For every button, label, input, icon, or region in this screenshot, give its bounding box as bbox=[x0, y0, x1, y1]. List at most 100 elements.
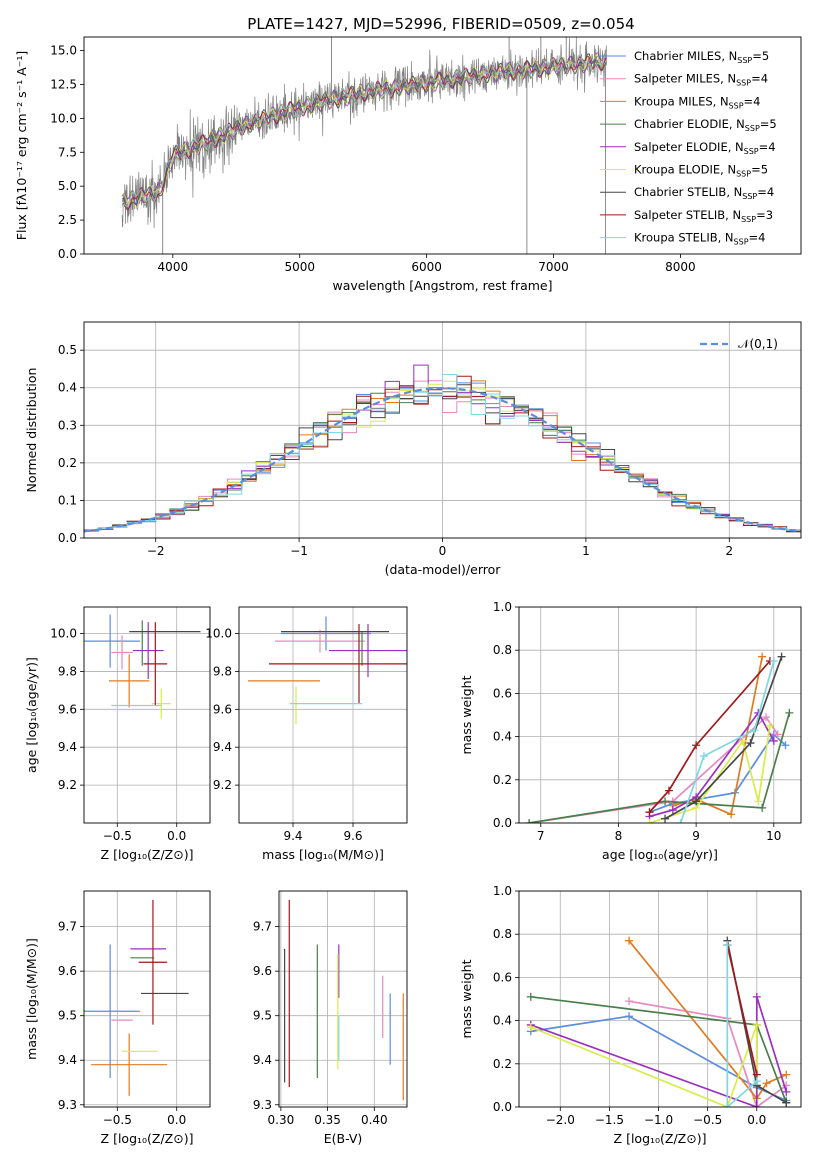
y-tick-label: 9.4 bbox=[253, 1053, 272, 1067]
y-tick-label: 0.0 bbox=[58, 531, 77, 545]
x-tick-label: 8 bbox=[615, 829, 623, 843]
panel-z_mass: −0.5 0.0 9.3 9.4 9.5 9.6 9.7 Z [log₁₀(Z/Z⊙)] mas… bbox=[24, 890, 211, 1146]
data-marker bbox=[752, 1103, 761, 1107]
data-marker bbox=[664, 786, 673, 795]
legend-subscript: SSP bbox=[734, 238, 749, 247]
y-tick-label: 0.2 bbox=[493, 1057, 512, 1071]
y-tick-label: 0.1 bbox=[58, 493, 77, 507]
series-chabrier_stelib bbox=[664, 656, 783, 820]
y-axis-label: Flux [fλ10⁻¹⁷ erg cm⁻² s⁻¹ A⁻¹] bbox=[14, 51, 29, 240]
x-tick-label: −1 bbox=[290, 544, 308, 558]
data-marker bbox=[625, 936, 634, 945]
axes-frame bbox=[238, 606, 408, 824]
panel-ebv_mass: 0.30 0.35 0.40 9.3 9.4 9.5 9.6 9.7 E(B-V) bbox=[253, 890, 408, 1146]
legend-subscript: SSP bbox=[737, 56, 752, 65]
data-marker bbox=[645, 819, 654, 823]
data-marker bbox=[785, 708, 794, 717]
y-tick-label: 9.6 bbox=[58, 964, 77, 978]
data-marker bbox=[782, 1070, 791, 1079]
data-marker bbox=[661, 814, 670, 823]
y-axis-label: age [log₁₀(age/yr)] bbox=[24, 657, 39, 773]
y-tick-label: 9.8 bbox=[58, 664, 77, 678]
legend-subscript: SSP bbox=[736, 170, 751, 179]
data-marker bbox=[765, 721, 774, 730]
y-axis-label: Normed distribution bbox=[24, 368, 39, 493]
data-marker bbox=[676, 819, 685, 823]
x-tick-label: 9.6 bbox=[343, 829, 362, 843]
data-marker bbox=[777, 652, 786, 661]
legend-subscript: SSP bbox=[741, 215, 756, 224]
y-tick-label: 1.0 bbox=[493, 884, 512, 898]
y-tick-label: 9.4 bbox=[213, 740, 232, 754]
x-tick-label: 0.0 bbox=[747, 1113, 766, 1127]
plot-area-residuals bbox=[84, 322, 801, 538]
data-marker bbox=[692, 797, 701, 806]
y-tick-label: 0.2 bbox=[493, 773, 512, 787]
y-tick-label: 10.0 bbox=[205, 627, 232, 641]
legend-count: =5 bbox=[752, 49, 769, 63]
y-tick-label: 0.4 bbox=[493, 730, 512, 744]
x-tick-label: 9 bbox=[692, 829, 700, 843]
panel-mass_age: 9.4 9.6 9.2 9.4 9.6 9.8 10.0 mass [log₁₀(M/M⊙)] bbox=[205, 606, 408, 862]
data-marker bbox=[750, 726, 759, 735]
data-marker bbox=[769, 657, 778, 665]
y-tick-label: 15.0 bbox=[50, 44, 77, 58]
legend: Chabrier MILES, NSSP=5 Salpeter MILES, NS… bbox=[600, 49, 777, 247]
data-marker bbox=[782, 1098, 791, 1107]
data-marker bbox=[738, 736, 747, 745]
x-tick-label: 9.4 bbox=[283, 829, 302, 843]
x-tick-label: 0.0 bbox=[167, 829, 186, 843]
legend-subscript: SSP bbox=[736, 79, 751, 88]
y-tick-label: 0.5 bbox=[58, 343, 77, 357]
plot-area-ebv_mass bbox=[279, 891, 407, 1107]
data-marker bbox=[668, 806, 677, 815]
x-tick-label: 7000 bbox=[538, 260, 569, 274]
y-tick-label: 9.6 bbox=[58, 702, 77, 716]
y-tick-label: 7.5 bbox=[58, 145, 77, 159]
legend-subscript: SSP bbox=[742, 192, 757, 201]
series-salpeter_stelib bbox=[726, 944, 758, 1075]
y-tick-label: 0.4 bbox=[493, 1014, 512, 1028]
series-kroupa_stelib bbox=[679, 660, 775, 823]
axes-frame bbox=[83, 321, 802, 539]
y-tick-label: 9.5 bbox=[253, 1009, 272, 1023]
data-marker bbox=[699, 752, 708, 761]
model-spectrum-salpeter_stelib bbox=[121, 55, 607, 211]
x-tick-label: −2.0 bbox=[546, 1113, 575, 1127]
panel-residuals: −2 −1 0 1 2 0.0 0.1 0.2 0.3 0.4 0.5 (data-model)/er… bbox=[24, 321, 802, 577]
plot-area-z_age bbox=[84, 607, 210, 823]
y-tick-label: 0.0 bbox=[58, 247, 77, 261]
model-spectrum-kroupa_stelib bbox=[121, 52, 607, 207]
model-spectrum-chabrier_elodie bbox=[121, 52, 607, 206]
panel-z_weight: −2.0 −1.5 −1.0 −0.5 0.0 0.0 0.2 0.4 0.6 0.8 1.0 Z [… bbox=[459, 884, 802, 1146]
y-tick-label: 1.0 bbox=[493, 600, 512, 614]
legend-count: =4 bbox=[751, 72, 768, 86]
model-spectrum-kroupa_elodie bbox=[121, 54, 607, 208]
y-tick-label: 9.5 bbox=[58, 1009, 77, 1023]
axes-frame bbox=[83, 36, 802, 255]
panel-spectrum: 4000 5000 6000 7000 8000 0.0 2.5 5.0 7.5 10.0 12.5… bbox=[14, 36, 802, 293]
data-marker bbox=[746, 739, 755, 748]
data-marker bbox=[754, 797, 763, 806]
legend-count: =3 bbox=[756, 208, 773, 222]
data-marker bbox=[645, 808, 654, 817]
y-tick-label: 2.5 bbox=[58, 213, 77, 227]
y-tick-label: 0.4 bbox=[58, 381, 77, 395]
y-tick-label: 9.3 bbox=[58, 1098, 77, 1112]
y-tick-label: 9.2 bbox=[58, 778, 77, 792]
y-tick-label: 0.6 bbox=[493, 686, 512, 700]
y-tick-label: 5.0 bbox=[58, 179, 77, 193]
y-tick-label: 0.0 bbox=[493, 1100, 512, 1114]
x-tick-label: 4000 bbox=[158, 260, 189, 274]
x-tick-label: 5000 bbox=[284, 260, 315, 274]
hist-kroupa_stelib bbox=[84, 374, 801, 533]
x-tick-label: 6000 bbox=[411, 260, 442, 274]
legend-count: =4 bbox=[757, 185, 774, 199]
x-tick-label: 0 bbox=[439, 544, 447, 558]
data-marker bbox=[727, 810, 736, 819]
normal-curve bbox=[84, 386, 801, 533]
axes-frame bbox=[83, 606, 211, 824]
x-tick-label: −1.0 bbox=[644, 1113, 673, 1127]
series-kroupa_elodie bbox=[530, 1024, 758, 1107]
